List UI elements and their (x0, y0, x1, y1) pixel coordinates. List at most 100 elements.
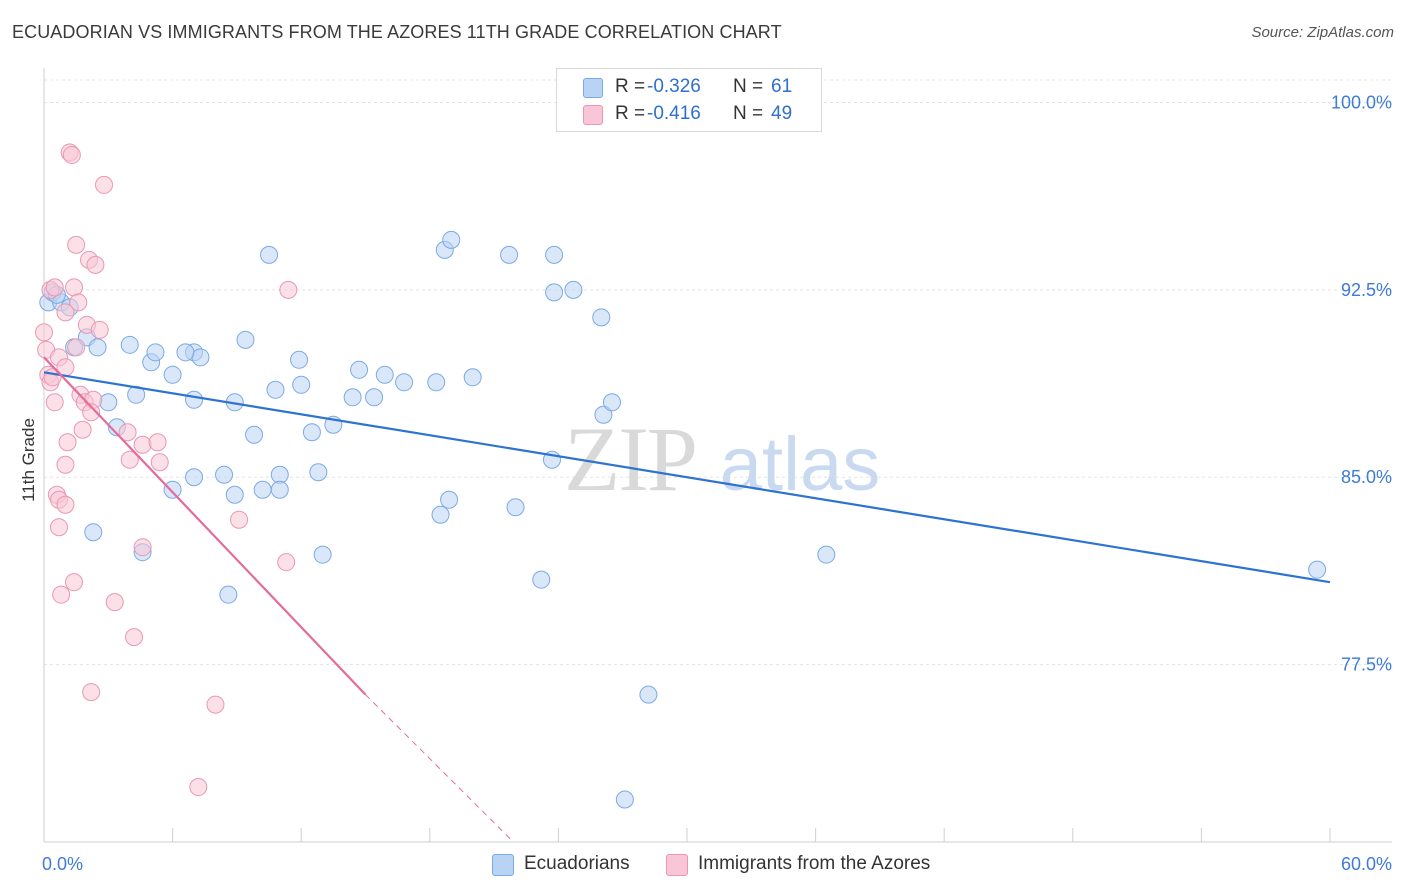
ecuadorian-point (431, 505, 450, 524)
azores-point (56, 455, 75, 474)
legend-row-ecuadorians: R = -0.326 N = 61 (557, 74, 821, 100)
azores-point (56, 303, 75, 322)
ecuadorian-point (120, 335, 139, 354)
chart-title: ECUADORIAN VS IMMIGRANTS FROM THE AZORES… (12, 22, 782, 42)
ecuadorian-point (290, 350, 309, 369)
ecuadorian-point (313, 545, 332, 564)
ecuadorian-point (185, 390, 204, 409)
azores-point (95, 175, 114, 194)
azores-point (120, 450, 139, 469)
legend-n-value: 49 (771, 103, 793, 124)
legend-swatch-blue (492, 854, 514, 876)
y-axis-title: 11th Grade (19, 418, 38, 502)
ecuadorian-point (146, 343, 165, 362)
azores-point (230, 510, 249, 529)
legend-swatch-pink (583, 105, 603, 125)
azores-trend-line (43, 356, 367, 696)
legend-r-value: -0.326 (647, 76, 701, 97)
ecuadorian-point (215, 465, 234, 484)
ecuadorian-point (427, 373, 446, 392)
legend-r-label: R = (615, 103, 646, 124)
ecuadorian-point (395, 373, 414, 392)
ecuadorian-point (506, 498, 525, 517)
axis-labels: 11th Grade 100.0% 92.5% 85.0% 77.5% 0.0% 60.0… (19, 92, 1392, 874)
ecuadorian-point (260, 245, 279, 264)
y-tick-label: 77.5% (1341, 655, 1392, 675)
ecuadorian-point (185, 468, 204, 487)
azores-point (45, 278, 64, 297)
x-tick-label: 60.0% (1341, 854, 1392, 874)
azores-point (206, 695, 225, 714)
legend-swatch-blue (583, 78, 603, 98)
ecuadorian-point (365, 388, 384, 407)
axes (43, 68, 1392, 843)
azores-point (133, 538, 152, 557)
azores-point (133, 435, 152, 454)
ecuadorian-trend-line (43, 371, 1331, 584)
azores-point (105, 593, 124, 612)
azores-point (90, 320, 109, 339)
ecuadorian-point (343, 388, 362, 407)
ecuadorian-point (266, 380, 285, 399)
ecuadorian-point (163, 480, 182, 499)
ecuadorian-point (592, 308, 611, 327)
watermark-zip: ZIP (564, 408, 696, 510)
azores-point (82, 403, 101, 422)
azores-point (62, 145, 81, 164)
ecuadorian-point (817, 545, 836, 564)
azores-point (148, 433, 167, 452)
ecuadorian-point (99, 393, 118, 412)
ecuadorian-point (219, 585, 238, 604)
azores-point (82, 683, 101, 702)
series-legend: Ecuadorians Immigrants from the Azores (0, 852, 1406, 878)
ecuadorian-point (84, 523, 103, 542)
ecuadorian-point (602, 393, 621, 412)
azores-point (279, 280, 298, 299)
ecuadorian-point (302, 423, 321, 442)
ecuadorian-point (545, 283, 564, 302)
azores-point (56, 495, 75, 514)
azores-point (67, 338, 86, 357)
legend-swatch-pink (666, 854, 688, 876)
azores-point (45, 393, 64, 412)
ecuadorian-point (225, 485, 244, 504)
azores-point (65, 573, 84, 592)
chart-source: Source: ZipAtlas.com (1251, 24, 1394, 41)
azores-point (67, 235, 86, 254)
legend-label: Ecuadorians (524, 853, 630, 874)
ecuadorian-point (639, 685, 658, 704)
watermark: ZIP atlas (564, 408, 880, 510)
ecuadorian-point (1308, 560, 1327, 579)
correlation-legend: R = -0.326 N = 61 R = -0.416 N = 49 (556, 68, 822, 132)
ecuadorian-point (270, 465, 289, 484)
ecuadorian-point (88, 338, 107, 357)
ecuadorian-point (270, 480, 289, 499)
ecuadorian-point (564, 280, 583, 299)
legend-row-azores: R = -0.416 N = 49 (557, 101, 821, 127)
legend-r-value: -0.416 (647, 103, 701, 124)
azores-point (189, 778, 208, 797)
ecuadorian-point (236, 330, 255, 349)
azores-point (65, 278, 84, 297)
y-tick-label: 92.5% (1341, 280, 1392, 300)
ecuadorian-point (245, 425, 264, 444)
ecuadorian-point (463, 368, 482, 387)
azores-point (125, 628, 144, 647)
azores-point (86, 255, 105, 274)
ecuadorian-point (253, 480, 272, 499)
ecuadorian-point (532, 570, 551, 589)
watermark-atlas: atlas (720, 422, 881, 507)
azores-trend-line (365, 694, 514, 843)
azores-point (118, 423, 137, 442)
ecuadorian-point (440, 490, 459, 509)
ecuadorian-point (309, 463, 328, 482)
azores-point (150, 453, 169, 472)
ecuadorian-point (292, 375, 311, 394)
legend-r-label: R = (615, 76, 646, 97)
azores-point (50, 518, 69, 537)
ecuadorian-point (163, 365, 182, 384)
y-tick-label: 85.0% (1341, 467, 1392, 487)
azores-point (277, 553, 296, 572)
azores-point (69, 293, 88, 312)
